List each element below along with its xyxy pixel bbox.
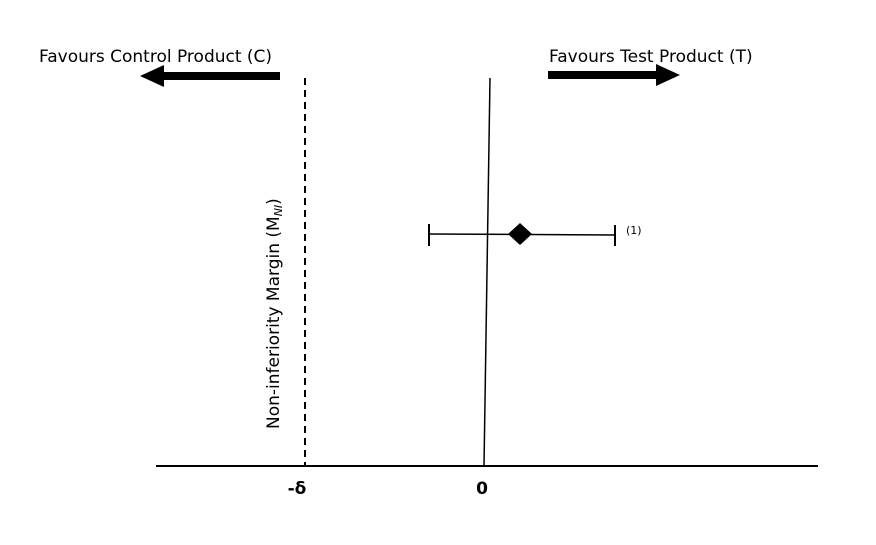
margin-tick-label: -δ — [288, 479, 307, 499]
right-arrow — [548, 64, 680, 86]
arrow-shaft — [548, 71, 658, 79]
zero-line — [483, 77, 491, 467]
margin-label-subscript: NI — [272, 205, 285, 216]
zero-tick-label: 0 — [476, 479, 488, 499]
point-estimate — [508, 223, 532, 245]
left-arrow-label: Favours Control Product (C) — [39, 47, 272, 67]
arrow-head — [140, 65, 164, 87]
annotation: (1) — [626, 224, 642, 237]
margin-label-main: Non-inferiority Margin (M — [264, 216, 284, 429]
confidence-interval — [428, 223, 616, 246]
left-arrow — [140, 65, 280, 87]
margin-label: Non-inferiority Margin (MNI) — [264, 198, 285, 429]
margin-label-close: ) — [264, 198, 284, 205]
arrow-head — [656, 64, 680, 86]
right-arrow-label: Favours Test Product (T) — [549, 47, 753, 67]
arrow-shaft — [162, 72, 280, 80]
